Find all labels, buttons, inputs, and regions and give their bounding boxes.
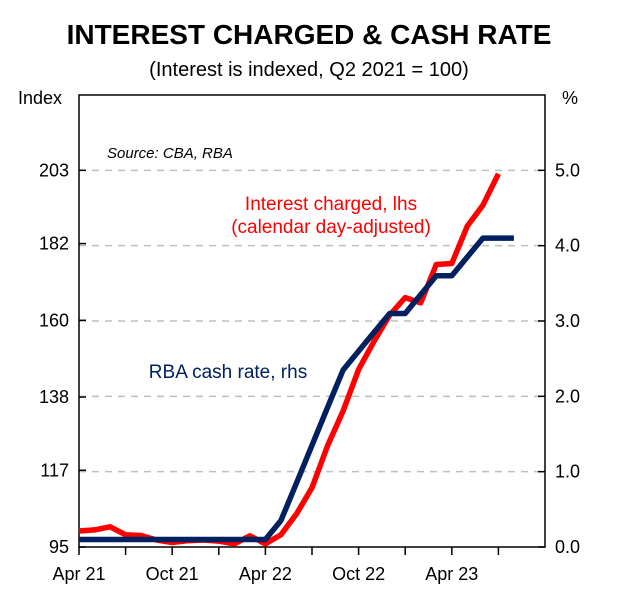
x-tick-label: Apr 22 [239,564,292,584]
left-axis-unit: Index [18,88,62,108]
right-tick-label: 3.0 [555,311,580,331]
x-tick-label: Oct 21 [146,564,199,584]
left-tick-label: 160 [39,310,69,330]
axis-ticks: 95 117 138 160 182 203 0.0 1.0 2.0 3.0 4.0 5.0 Apr 2… [39,160,580,584]
series-lines [78,172,514,547]
right-tick-label: 0.0 [555,537,580,557]
left-tick-label: 182 [39,234,69,254]
chart-title: INTEREST CHARGED & CASH RATE [67,19,552,50]
series-rba-cash-rate-line [79,235,514,543]
right-axis-unit: % [562,88,578,108]
left-tick-label: 138 [39,387,69,407]
right-tick-label: 4.0 [555,236,580,256]
left-tick-label: 117 [40,460,69,480]
left-tick-label: 203 [39,160,69,180]
right-tick-label: 2.0 [555,386,580,406]
x-tick-label: Apr 21 [52,564,105,584]
chart-subtitle: (Interest is indexed, Q2 2021 = 100) [149,59,469,81]
x-tick-label: Apr 23 [425,564,478,584]
source-note: Source: CBA, RBA [107,145,233,162]
legend-interest-charged-note: (calendar day-adjusted) [231,217,431,238]
x-tick-label: Oct 22 [332,564,385,584]
legend-rba-cash-rate: RBA cash rate, rhs [149,362,307,383]
right-tick-label: 5.0 [555,160,580,180]
right-tick-label: 1.0 [555,462,580,482]
legend-interest-charged: Interest charged, lhs [245,194,417,215]
left-tick-label: 95 [49,537,69,557]
